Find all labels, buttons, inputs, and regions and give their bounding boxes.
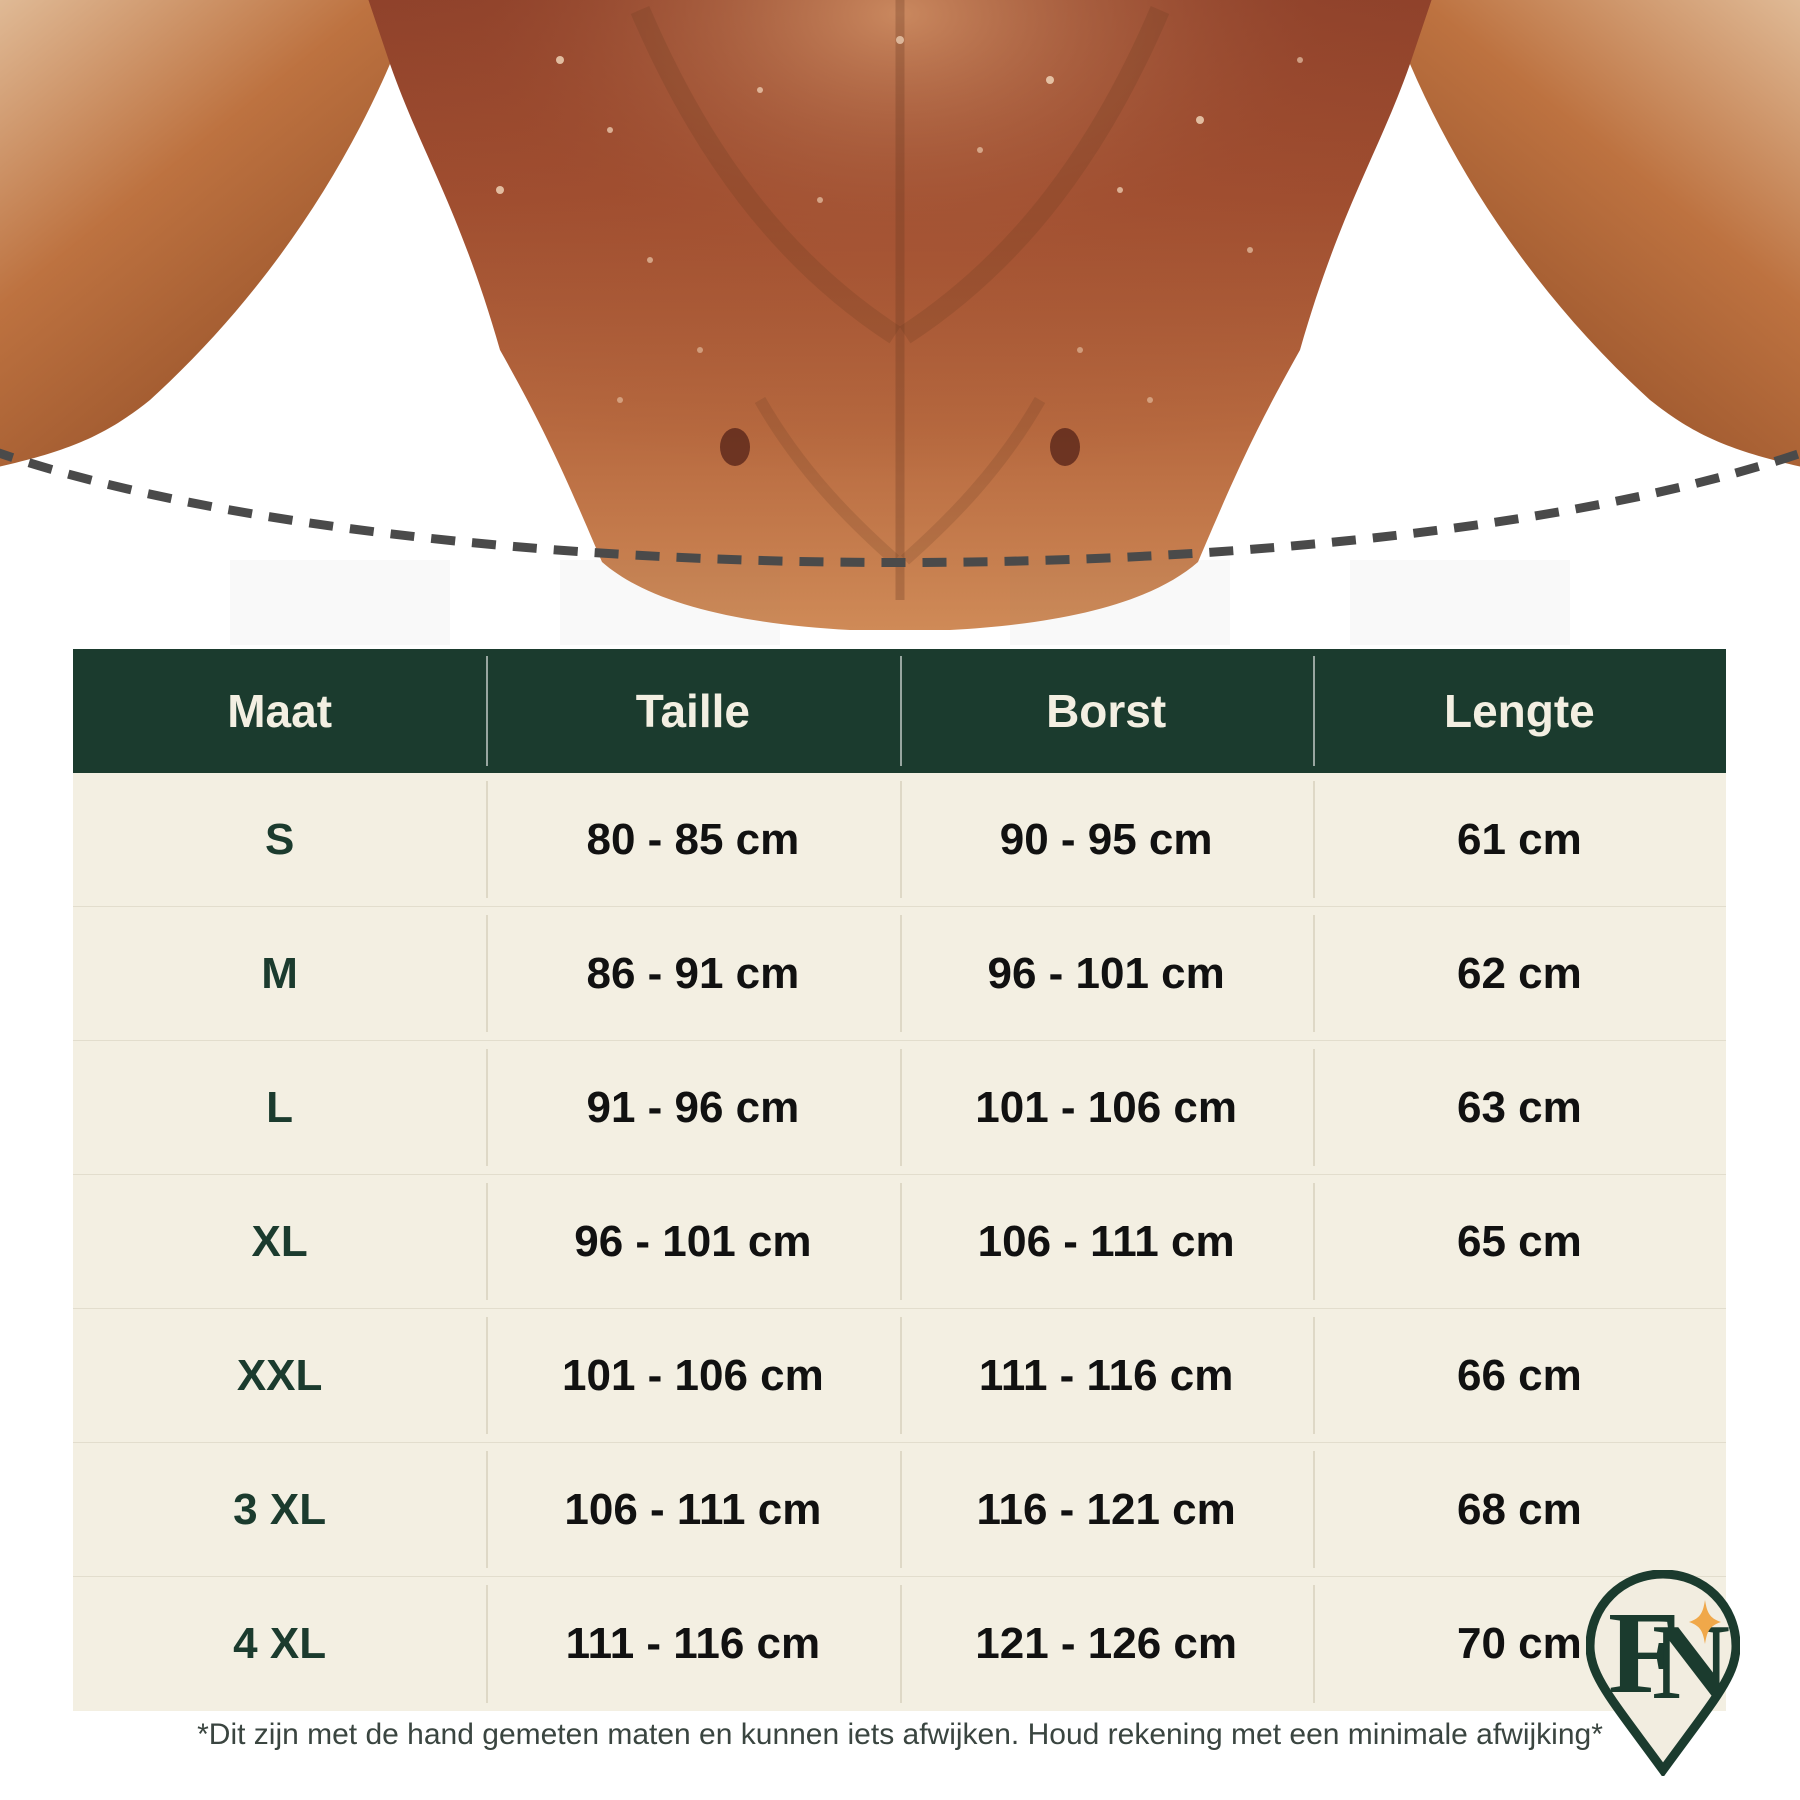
svg-text:N: N	[1652, 1603, 1730, 1722]
